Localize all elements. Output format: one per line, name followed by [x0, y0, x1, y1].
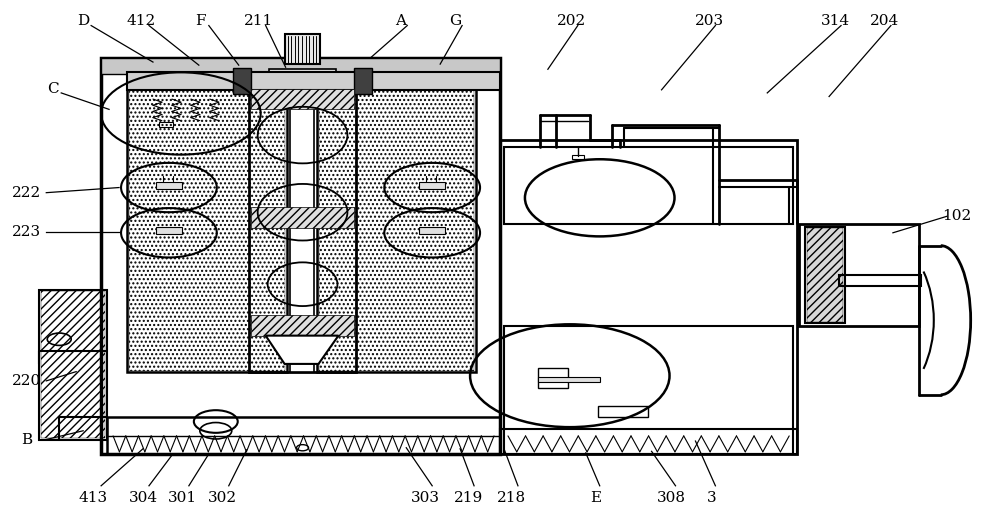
- Bar: [101, 58, 500, 74]
- Bar: [807, 227, 843, 322]
- Bar: [156, 182, 182, 189]
- Text: G: G: [449, 14, 461, 28]
- Bar: [500, 140, 797, 454]
- Text: 301: 301: [168, 491, 197, 505]
- Text: 304: 304: [128, 491, 158, 505]
- Text: B: B: [21, 433, 32, 447]
- Bar: [538, 377, 600, 382]
- Text: 314: 314: [821, 14, 850, 28]
- Bar: [251, 89, 354, 110]
- Bar: [129, 80, 285, 371]
- Bar: [419, 227, 445, 234]
- Text: E: E: [590, 491, 601, 505]
- Bar: [233, 68, 251, 94]
- Text: 219: 219: [453, 491, 483, 505]
- Text: C: C: [47, 82, 59, 96]
- Bar: [354, 68, 372, 94]
- Bar: [319, 80, 474, 371]
- Bar: [249, 73, 356, 372]
- Bar: [598, 405, 648, 417]
- Bar: [269, 69, 336, 79]
- Bar: [504, 147, 793, 223]
- Text: 218: 218: [497, 491, 527, 505]
- Bar: [41, 292, 105, 438]
- Bar: [538, 368, 568, 388]
- Text: 413: 413: [79, 491, 108, 505]
- Bar: [285, 34, 320, 64]
- Bar: [290, 73, 314, 372]
- Text: 302: 302: [208, 491, 237, 505]
- Bar: [101, 58, 500, 454]
- Text: 412: 412: [126, 14, 156, 28]
- Polygon shape: [266, 336, 338, 364]
- Bar: [127, 79, 287, 372]
- Bar: [504, 326, 793, 454]
- Text: 308: 308: [657, 491, 686, 505]
- Bar: [839, 275, 921, 286]
- Text: 102: 102: [942, 209, 971, 223]
- Bar: [799, 223, 919, 326]
- Text: 203: 203: [695, 14, 724, 28]
- Text: 204: 204: [870, 14, 900, 28]
- Bar: [107, 417, 500, 454]
- Text: F: F: [196, 14, 206, 28]
- Text: 222: 222: [12, 186, 41, 200]
- Text: 223: 223: [12, 225, 41, 239]
- Bar: [159, 122, 173, 127]
- Text: D: D: [77, 14, 89, 28]
- Bar: [805, 226, 845, 323]
- Text: 202: 202: [557, 14, 586, 28]
- Bar: [156, 227, 182, 234]
- Text: 211: 211: [244, 14, 273, 28]
- Bar: [419, 182, 445, 189]
- Bar: [251, 207, 354, 227]
- Bar: [251, 315, 354, 336]
- Bar: [317, 79, 476, 372]
- Bar: [39, 291, 107, 439]
- Bar: [572, 155, 584, 159]
- Bar: [127, 72, 500, 90]
- Text: 220: 220: [12, 374, 41, 388]
- Text: 3: 3: [707, 491, 716, 505]
- Bar: [500, 429, 797, 454]
- Text: 303: 303: [411, 491, 440, 505]
- Text: A: A: [395, 14, 406, 28]
